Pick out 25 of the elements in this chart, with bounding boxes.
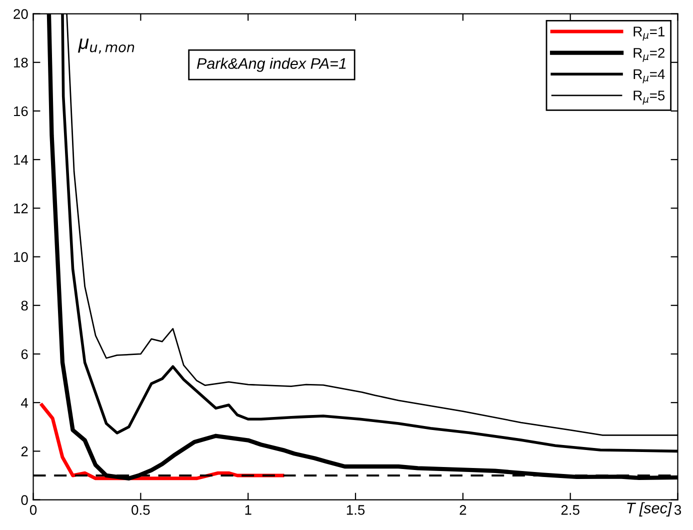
x-axis-title: T [sec]	[627, 502, 672, 516]
y-tick-label: 4	[21, 398, 28, 408]
legend-label: R$_{μ}$=1	[634, 26, 664, 41]
legend-label: R$_{μ}$=2	[634, 48, 664, 62]
x-tick-label: 2.5	[561, 505, 580, 515]
y-tick-label: 18	[14, 58, 28, 68]
x-tick-label: 3	[674, 505, 682, 515]
y-tick-label: 6	[21, 349, 28, 360]
annotation: μ$_{u,mon}$	[78, 38, 134, 54]
legend-label: R$_{μ}$=5	[634, 90, 665, 105]
y-tick-label: 16	[14, 106, 28, 116]
x-tick-label: 1	[245, 505, 252, 515]
annotation: Park&Ang index PA=1	[196, 58, 346, 72]
x-tick-label: 1.5	[346, 505, 365, 515]
y-tick-label: 0	[21, 495, 28, 505]
y-tick-label: 10	[14, 252, 28, 262]
y-tick-label: 12	[14, 204, 28, 214]
y-tick-label: 20	[14, 9, 28, 19]
x-tick-label: 0	[30, 505, 37, 515]
legend-label: R$_{μ}$=4	[634, 69, 665, 84]
x-tick-label: 0.5	[132, 505, 150, 515]
y-tick-label: 2	[21, 446, 28, 456]
x-tick-label: 2	[460, 505, 466, 515]
y-tick-label: 8	[21, 300, 28, 311]
y-tick-label: 14	[14, 155, 28, 165]
